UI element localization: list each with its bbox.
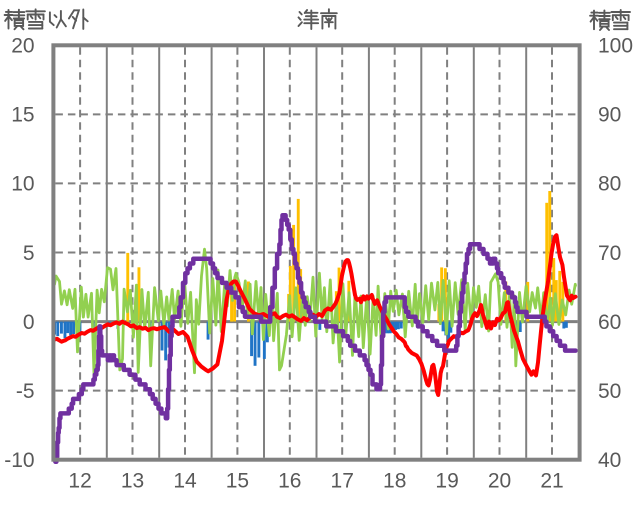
svg-text:15: 15 xyxy=(11,104,34,127)
svg-text:70: 70 xyxy=(598,242,621,265)
svg-text:-5: -5 xyxy=(16,380,35,403)
svg-text:-10: -10 xyxy=(4,449,34,472)
svg-text:90: 90 xyxy=(598,104,621,127)
svg-text:12: 12 xyxy=(68,469,91,492)
svg-text:50: 50 xyxy=(598,380,621,403)
svg-text:100: 100 xyxy=(598,35,633,58)
svg-text:21: 21 xyxy=(540,469,563,492)
svg-text:14: 14 xyxy=(173,469,197,492)
svg-text:5: 5 xyxy=(23,242,35,265)
svg-text:20: 20 xyxy=(11,35,34,58)
svg-text:15: 15 xyxy=(226,469,249,492)
svg-text:13: 13 xyxy=(121,469,144,492)
svg-text:18: 18 xyxy=(383,469,406,492)
svg-text:16: 16 xyxy=(278,469,301,492)
svg-text:10: 10 xyxy=(11,173,34,196)
svg-text:20: 20 xyxy=(488,469,511,492)
svg-text:17: 17 xyxy=(331,469,354,492)
svg-text:60: 60 xyxy=(598,311,621,334)
svg-text:80: 80 xyxy=(598,173,621,196)
svg-text:0: 0 xyxy=(23,311,35,334)
svg-text:19: 19 xyxy=(435,469,458,492)
svg-text:40: 40 xyxy=(598,449,621,472)
